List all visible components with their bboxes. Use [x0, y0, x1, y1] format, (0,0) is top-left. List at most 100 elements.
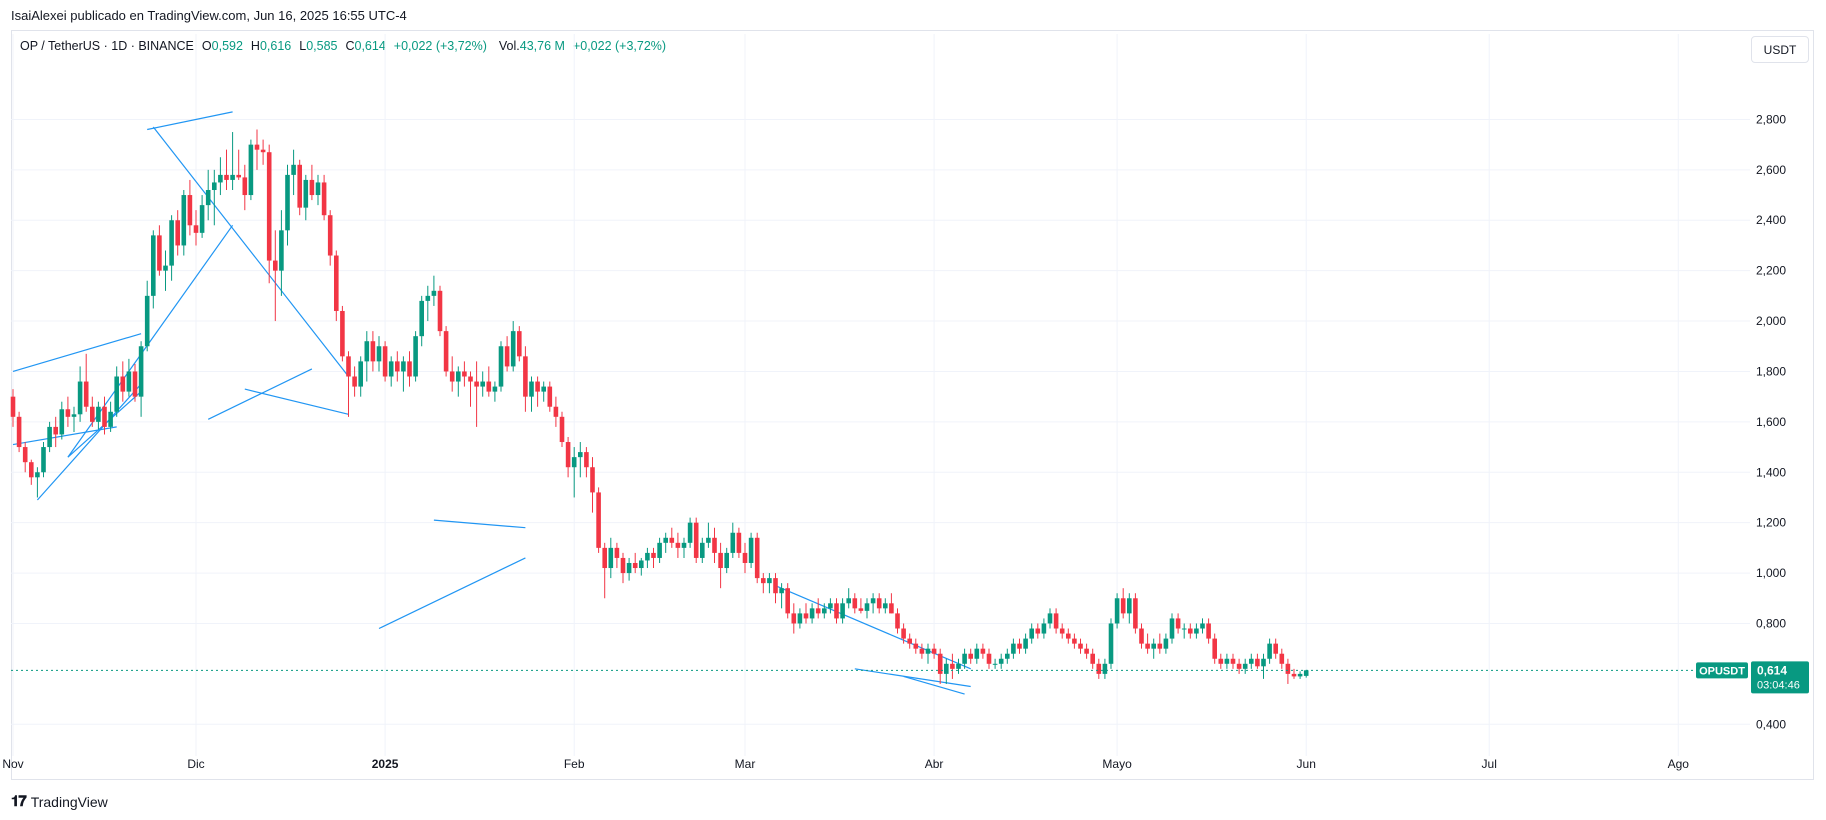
candle-body [10, 396, 16, 417]
candle-body [846, 598, 851, 604]
candle-body [193, 225, 199, 233]
candle-body [785, 588, 790, 614]
candle-body [236, 174, 241, 178]
candle-body [108, 411, 113, 427]
candle [748, 532, 754, 569]
candle-body [883, 603, 888, 609]
legend-symbol[interactable]: OP / TetherUS · 1D · BINANCE [20, 39, 194, 53]
candle [175, 210, 180, 256]
y-tick-label: 1,200 [1756, 516, 1786, 530]
candle-body [1255, 658, 1260, 667]
candle-body [126, 371, 132, 392]
candle-body [834, 603, 839, 619]
candle-body [47, 426, 52, 448]
trendline-may-support [854, 668, 971, 688]
candle-body [83, 381, 89, 407]
candle [437, 285, 443, 337]
candle-body [468, 376, 473, 382]
candle-body [718, 552, 723, 569]
candle-body [492, 386, 498, 392]
legend-volume-label: Vol. [498, 39, 520, 53]
trendline-dec-support [67, 224, 234, 458]
candle-body [913, 643, 919, 649]
candle [1279, 648, 1285, 669]
candle-body [346, 356, 351, 377]
time-axis: Nov Dic 2025 Feb Mar Abr Mayo Jun Jul Ago [2, 757, 1689, 771]
y-tick-label: 0,400 [1756, 717, 1786, 731]
candle-body [498, 346, 504, 387]
candle-body [950, 663, 955, 669]
legend-high-value: 0,616 [259, 39, 292, 53]
candle [846, 588, 851, 609]
trendline-dec-resistance [152, 126, 349, 377]
candle [291, 149, 296, 196]
currency-button[interactable]: USDT [1751, 36, 1809, 63]
candle-body [90, 406, 95, 422]
candle-body [510, 331, 516, 367]
candle [480, 371, 485, 397]
candle [1035, 623, 1041, 639]
candle [626, 557, 632, 581]
candle [309, 164, 315, 201]
candle-body [53, 426, 58, 435]
candle [181, 190, 187, 256]
candle [1047, 608, 1053, 629]
candle [492, 381, 498, 402]
candle [742, 542, 748, 574]
candle-body [553, 406, 559, 417]
candle-body [998, 658, 1004, 664]
candle-body [657, 542, 662, 558]
candle-body [462, 371, 467, 377]
candle-body [1133, 598, 1138, 629]
x-tick-label: Jul [1482, 757, 1497, 771]
candle-body [712, 537, 717, 553]
candle-body [1194, 628, 1199, 634]
candle-body [504, 346, 510, 367]
candle [870, 593, 876, 614]
candle-body [980, 648, 986, 654]
candle [1175, 613, 1181, 634]
candle [395, 351, 400, 382]
candle-body [218, 174, 223, 183]
candle-body [1157, 643, 1163, 649]
candle-body [1261, 658, 1266, 667]
candle-body [645, 552, 650, 561]
candle-body [474, 381, 479, 387]
candle [1096, 658, 1102, 679]
price-tag-bg [1751, 661, 1809, 694]
candle [815, 598, 821, 619]
candle [608, 537, 614, 579]
trendline-may-support2 [903, 675, 965, 695]
candle-body [517, 331, 522, 357]
candle-body [1212, 638, 1217, 659]
candle [352, 366, 357, 397]
candle [230, 132, 235, 191]
candle [1206, 618, 1211, 644]
candle-body [77, 381, 83, 415]
candle-body [71, 414, 77, 417]
candle [157, 225, 162, 276]
candle-body [144, 295, 150, 347]
candle [968, 648, 973, 664]
y-tick-label: 0,800 [1756, 616, 1786, 630]
candle [901, 623, 906, 644]
candle-body [986, 653, 992, 664]
candle [297, 159, 302, 216]
candle-body [1200, 623, 1205, 629]
candle [1011, 638, 1016, 659]
candle-body [407, 361, 412, 377]
trendline-feb-top [433, 519, 526, 529]
candle-body [1114, 598, 1120, 624]
candle [254, 129, 260, 170]
candle-body [1139, 628, 1144, 644]
candle [71, 406, 77, 432]
candle-body [303, 179, 309, 208]
candle-body [486, 381, 492, 392]
candle [700, 537, 705, 563]
price-tag-countdown: 03:04:46 [1757, 679, 1800, 691]
candle [925, 643, 931, 664]
candle [1218, 653, 1224, 669]
candle [1078, 638, 1083, 654]
candle-body [767, 578, 772, 584]
